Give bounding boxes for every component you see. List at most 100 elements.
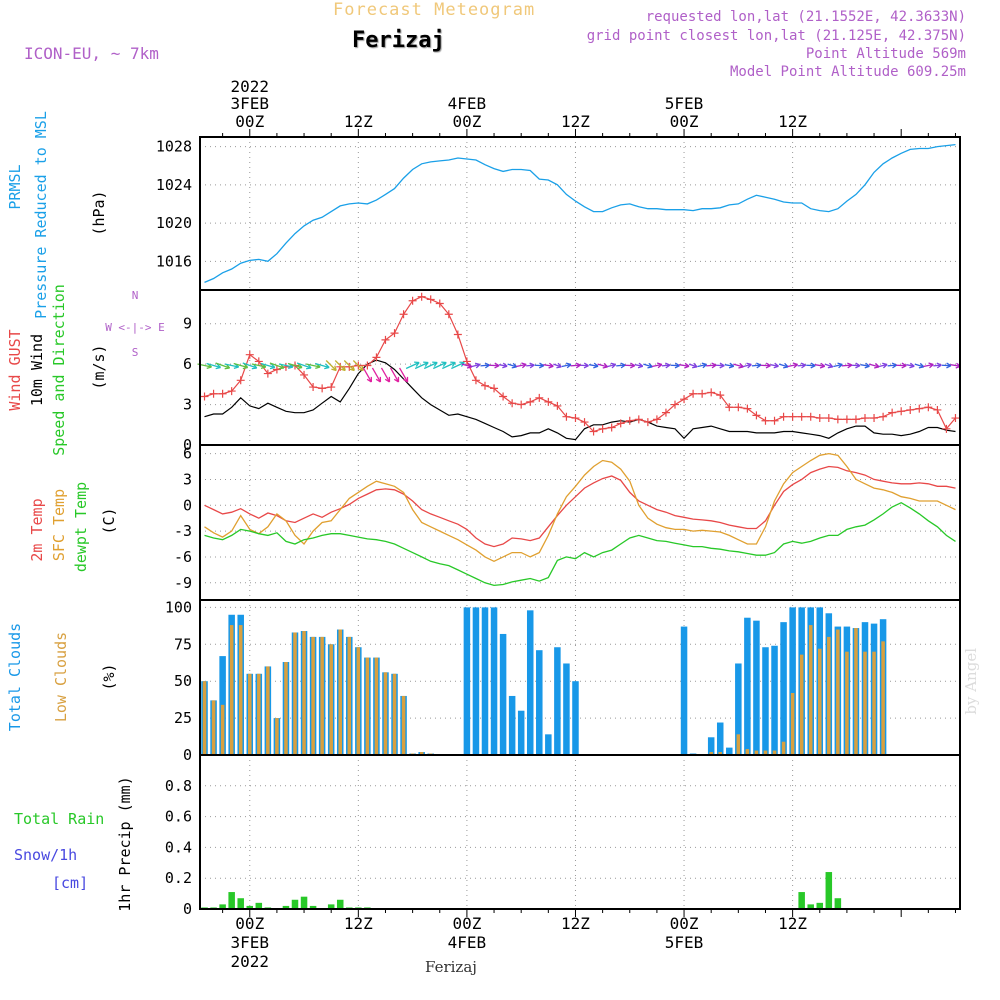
low-cloud-bar: [329, 644, 333, 755]
wind-direction-arrow: [616, 364, 626, 367]
wind-direction-arrowhead: [665, 362, 671, 369]
precip-bar: [282, 905, 290, 909]
low-cloud-bar: [356, 647, 361, 755]
precip-bar: [798, 892, 805, 909]
wind-direction-arrow: [314, 362, 330, 369]
wind-direction-arrowhead: [819, 362, 826, 369]
low-cloud-bar: [845, 651, 849, 755]
precip-grid: [200, 755, 960, 910]
gust-marker: [426, 295, 435, 304]
wind-direction-arrowhead: [901, 362, 907, 369]
wind-direction-arrowhead: [366, 376, 373, 383]
gust-marker: [779, 412, 788, 421]
wind-direction-arrowhead: [296, 363, 303, 370]
low-cloud-bar: [293, 632, 297, 755]
precip-tick-label: 0.2: [165, 869, 192, 887]
temp-tick-label: 3: [183, 470, 192, 488]
top-time-label: 00Z: [670, 112, 699, 131]
model-point-altitude: Model Point Altitude 609.25m: [729, 64, 966, 80]
wind-direction-arrowhead: [521, 362, 527, 369]
wind-direction-arrow: [770, 364, 779, 367]
wind-direction-arrow: [296, 362, 312, 369]
bottom-time-label: 00Z: [670, 914, 699, 933]
wind-direction-arrowhead: [891, 362, 898, 369]
wind-direction-arrow: [334, 360, 346, 371]
wind-direction-arrowhead: [349, 365, 355, 372]
wind-direction-arrow: [371, 367, 381, 383]
precip-bar: [246, 905, 254, 909]
temp-unit: (C): [100, 507, 118, 534]
wind-direction-arrowhead: [511, 362, 518, 369]
low-cloud-bar: [383, 672, 388, 755]
low-cloud-bar: [781, 741, 786, 755]
wind-direction-arrow: [643, 363, 653, 368]
low-cloud-bar: [736, 734, 741, 755]
gust-marker: [752, 411, 761, 420]
cloud-tick-label: 25: [174, 709, 192, 727]
gust-marker: [661, 408, 670, 417]
gust-marker: [345, 362, 354, 371]
wind-direction-arrowhead: [620, 362, 626, 369]
low-cloud-bar: [854, 628, 858, 755]
bottom-time-label: 4FEB: [448, 933, 487, 952]
wind-direction-arrowhead: [441, 361, 447, 367]
bottom-time-label: 12Z: [344, 914, 373, 933]
bottom-time-label: 3FEB: [230, 933, 269, 952]
wind-direction-arrowhead: [719, 362, 725, 369]
wind-direction-arrowhead: [565, 362, 572, 369]
total-cloud-bar: [536, 650, 543, 755]
gust-marker: [309, 383, 318, 392]
gust-marker: [689, 389, 698, 398]
wind-direction-arrow: [432, 361, 447, 370]
gust-marker: [824, 414, 833, 423]
precip-bar: [255, 902, 263, 909]
gust-marker: [209, 389, 218, 398]
precip-bar: [219, 904, 226, 909]
total-cloud-bar: [490, 607, 498, 755]
wind-direction-arrow: [325, 360, 337, 371]
pressure-tick-label: 1016: [156, 252, 192, 270]
gust-marker: [399, 310, 408, 319]
wind-direction-arrow: [914, 363, 924, 368]
wind-direction-arrowhead: [882, 362, 888, 369]
temp-dewpt-line: [204, 501, 956, 587]
wind-ylabel-1: Wind GUST: [6, 329, 24, 410]
low-cloud-bar: [338, 629, 342, 755]
low-cloud-bar: [401, 695, 406, 755]
station-name: Ferizaj: [352, 28, 445, 53]
precip-bar: [816, 902, 824, 909]
wind-direction-arrow: [206, 362, 221, 369]
low-cloud-bar: [320, 636, 324, 755]
wind-direction-arrow: [588, 364, 599, 367]
wind-unit: (m/s): [90, 344, 108, 389]
wind-direction-arrowhead: [358, 365, 364, 372]
app-title: Forecast Meteogram: [333, 0, 536, 20]
wind-direction-arrowhead: [384, 376, 391, 383]
top-time-label: 3FEB: [230, 94, 269, 113]
pressure-tick-label: 1024: [156, 176, 192, 194]
wind-direction-arrowhead: [539, 362, 545, 369]
top-time-label: 5FEB: [665, 94, 704, 113]
wind-direction-arrowhead: [423, 361, 429, 367]
wind-direction-arrow: [423, 361, 438, 370]
gust-marker: [490, 384, 499, 393]
wind-direction-arrow: [787, 363, 798, 368]
grid-point-coords: grid point closest lon,lat (21.125E, 42.…: [586, 28, 966, 44]
pressure-unit: (hPa): [90, 190, 108, 235]
low-cloud-bar: [248, 673, 252, 755]
bottom-time-label: 00Z: [235, 914, 264, 933]
cloud-ylabel-2: Low Clouds: [52, 632, 70, 722]
gust-marker: [671, 400, 679, 409]
gust-marker: [508, 399, 517, 408]
total-cloud-bar: [572, 681, 579, 755]
wind-direction-arrowhead: [556, 362, 562, 369]
gust-marker: [625, 416, 634, 425]
temp-tick-label: -9: [174, 574, 192, 592]
gust-marker: [200, 392, 209, 401]
point-altitude: Point Altitude 569m: [805, 46, 966, 62]
precip-label-cm: [cm]: [52, 874, 88, 892]
gust-marker: [933, 405, 942, 414]
gust-marker: [698, 389, 707, 398]
gust-marker: [652, 415, 661, 424]
